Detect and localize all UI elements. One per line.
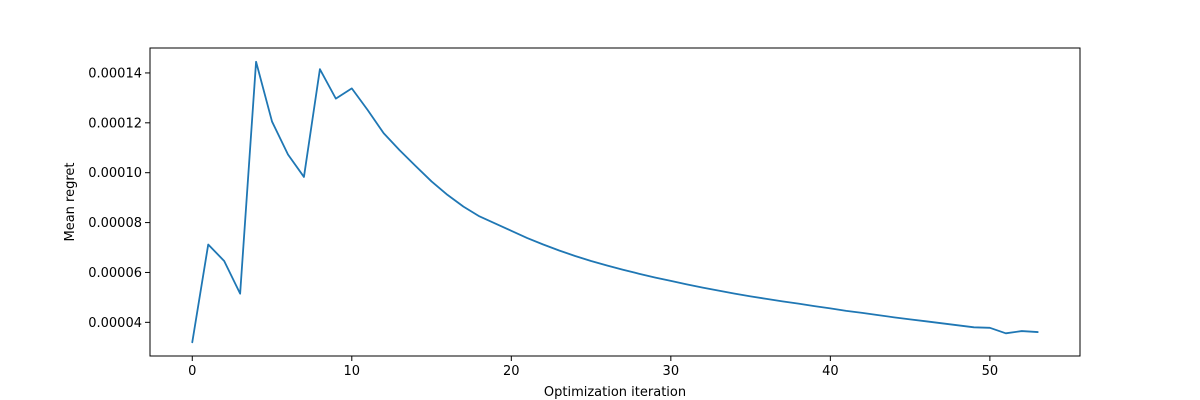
x-tick-label: 10 — [344, 364, 361, 379]
x-tick-label: 30 — [663, 364, 680, 379]
x-axis: 0 10 20 30 40 50 — [188, 356, 998, 379]
series-layer — [191, 60, 1039, 344]
y-tick-label: 0.00010 — [88, 166, 142, 181]
x-tick-label: 20 — [503, 364, 520, 379]
x-tick-label: 50 — [982, 364, 999, 379]
y-axis-label: Mean regret — [63, 162, 78, 241]
y-axis: 0.00004 0.00006 0.00008 0.00010 0.00012 0.000… — [88, 66, 150, 331]
y-tick-label: 0.00012 — [88, 116, 142, 131]
x-tick-label: 0 — [188, 364, 196, 379]
plot-frame — [149, 47, 1081, 357]
x-tick-label: 40 — [822, 364, 839, 379]
y-tick-label: 0.00004 — [88, 316, 142, 331]
y-tick-label: 0.00008 — [88, 216, 142, 231]
y-tick-label: 0.00014 — [88, 66, 142, 81]
y-tick-label: 0.00006 — [88, 266, 142, 281]
x-axis-label: Optimization iteration — [544, 385, 686, 400]
plot-area — [149, 47, 1081, 357]
series-line — [191, 60, 1039, 344]
